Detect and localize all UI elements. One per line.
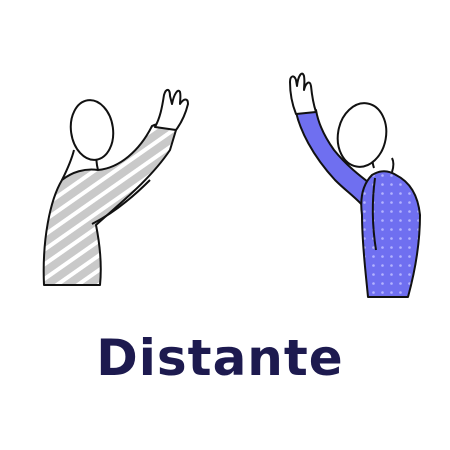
right-person-shirt	[360, 170, 421, 298]
caption-text: Distante	[96, 329, 344, 387]
left-person-shirt	[42, 122, 177, 286]
left-person-hand	[154, 88, 189, 131]
left-waving-person-icon	[42, 88, 189, 286]
right-waving-person-icon	[289, 72, 421, 298]
waving-people-illustration	[42, 72, 421, 298]
left-person-head	[69, 99, 115, 161]
right-person-hand	[289, 72, 317, 115]
right-person-head	[336, 102, 388, 168]
